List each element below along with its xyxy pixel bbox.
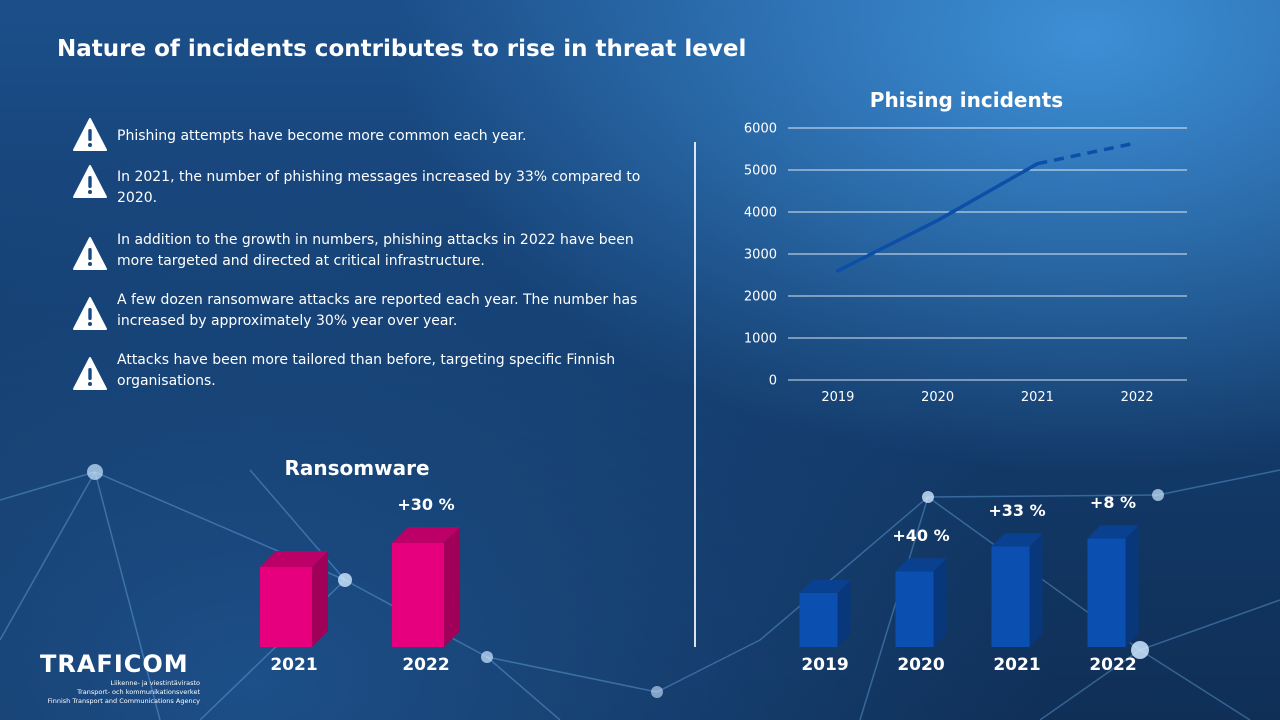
bar-top: [260, 551, 328, 567]
bar-side: [933, 558, 947, 647]
bullet-item: Attacks have been more tailored than bef…: [72, 350, 672, 392]
bar-top: [895, 558, 947, 572]
bar-side: [837, 580, 851, 647]
bullet-item: Phishing attempts have become more commo…: [72, 118, 672, 153]
bar-change-label: +30 %: [397, 495, 455, 514]
bar-side: [444, 527, 460, 647]
bullet-item: In 2021, the number of phishing messages…: [72, 165, 672, 209]
traficom-logo: TRAFICOM Liikenne- ja viestintävirasto T…: [40, 650, 200, 705]
bar-change-label: +33 %: [988, 501, 1046, 521]
bar-front: [991, 546, 1030, 647]
bullet-text: In 2021, the number of phishing messages…: [117, 169, 641, 206]
y-tick-label: 3000: [744, 248, 777, 263]
logo-subtitle-fi: Liikenne- ja viestintävirasto: [110, 679, 200, 687]
y-tick-label: 1000: [744, 332, 777, 347]
bullet-text: A few dozen ransomware attacks are repor…: [117, 292, 638, 329]
bar-front: [260, 567, 312, 647]
bar-side: [1125, 525, 1139, 647]
bar-side: [1029, 533, 1043, 647]
bar-change-label: +8 %: [1089, 493, 1137, 513]
bar-change-label: +40 %: [892, 526, 950, 546]
phishing-line-chart: 0 1000 2000 3000 4000 5000 6000 2019 2020 2021 202…: [744, 122, 1187, 405]
phishing-chart-title: Phising incidents: [869, 88, 1064, 112]
bar-top: [1087, 525, 1139, 539]
vertical-divider: [694, 142, 696, 647]
warning-icon: [73, 237, 107, 270]
logo-wordmark: TRAFICOM: [40, 650, 189, 678]
line-series-actual: [836, 161, 1040, 273]
bar-category-label: 2020: [897, 655, 945, 675]
warning-icon: [73, 118, 107, 151]
bar-side: [312, 551, 328, 647]
logo-subtitle-en: Finnish Transport and Communications Age…: [47, 697, 200, 705]
ransomware-chart-title: Ransomware: [284, 456, 430, 480]
x-tick-label: 2019: [821, 390, 854, 405]
bar-category-label: 2021: [993, 655, 1041, 675]
y-tick-label: 4000: [744, 206, 777, 221]
bar-front: [1087, 538, 1126, 647]
y-tick-label: 2000: [744, 290, 777, 305]
bar-top: [799, 580, 851, 593]
x-tick-label: 2022: [1121, 390, 1154, 405]
warning-icon: [73, 165, 107, 198]
bullet-item: A few dozen ransomware attacks are repor…: [72, 290, 672, 332]
page-title: Nature of incidents contributes to rise …: [57, 36, 747, 62]
bar-category-label: 2021: [270, 655, 318, 675]
logo-subtitle-sv: Transport- och kommunikationsverket: [77, 688, 200, 696]
bar-category-label: 2022: [1089, 655, 1137, 675]
bar-category-label: 2022: [402, 655, 450, 675]
y-tick-label: 0: [769, 374, 777, 389]
x-tick-label: 2020: [921, 390, 954, 405]
bullet-text: Phishing attempts have become more commo…: [117, 128, 527, 144]
warning-icon: [73, 357, 107, 390]
bar-front: [392, 543, 444, 647]
bar-front: [895, 571, 934, 647]
y-tick-label: 6000: [744, 122, 777, 137]
y-tick-label: 5000: [744, 164, 777, 179]
bullet-item: In addition to the growth in numbers, ph…: [72, 230, 672, 272]
bullet-text: In addition to the growth in numbers, ph…: [117, 232, 634, 269]
bullet-text: Attacks have been more tailored than bef…: [117, 352, 616, 389]
bar-top: [392, 527, 460, 543]
bar-category-label: 2019: [801, 655, 849, 675]
x-tick-label: 2021: [1021, 390, 1054, 405]
bar-front: [799, 593, 838, 647]
bar-top: [991, 533, 1043, 547]
warning-icon: [73, 297, 107, 330]
